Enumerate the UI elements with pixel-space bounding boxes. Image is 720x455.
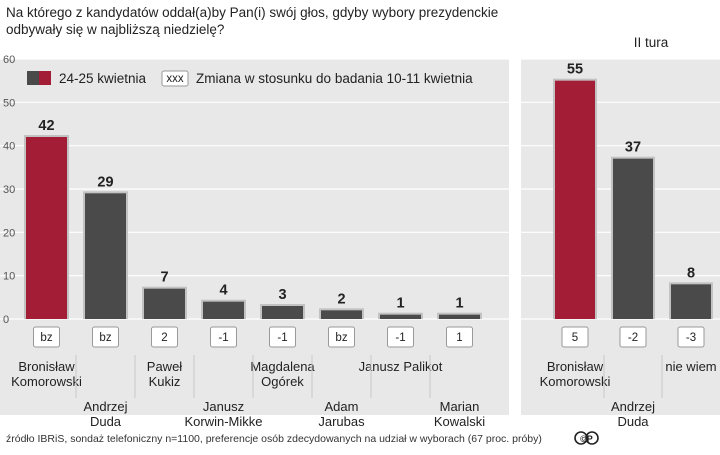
bar-value-label: 29 — [97, 174, 113, 190]
bar-value-label: 42 — [38, 118, 54, 134]
chart-title-line-2: odbywały się w najbliższą niedzielę? — [6, 22, 224, 37]
category-label: Janusz Palikot — [359, 359, 443, 374]
legend-swatch-highlight — [39, 71, 51, 85]
legend-change-box-text: xxx — [166, 73, 184, 85]
change-value: -1 — [218, 332, 228, 344]
change-value: bz — [335, 332, 347, 344]
bar — [555, 80, 595, 320]
category-label: nie wiem — [665, 359, 716, 374]
category-label: Marian — [440, 399, 480, 414]
round1-bars: 42bzBronisławKomorowski29bzAndrzejDuda72… — [11, 118, 485, 429]
category-label: Jarubas — [318, 414, 365, 429]
change-value: bz — [40, 332, 52, 344]
y-tick-label: 60 — [3, 54, 15, 66]
change-box — [92, 326, 119, 348]
round2-title: II tura — [634, 35, 669, 50]
category-label: Duda — [617, 414, 649, 429]
y-tick-label: 20 — [3, 227, 15, 239]
category-label: Andrzej — [611, 399, 655, 414]
bar — [262, 306, 303, 319]
change-value: bz — [99, 332, 111, 344]
bar — [321, 310, 362, 319]
change-value: -1 — [277, 332, 287, 344]
category-label: Bronisław — [547, 359, 604, 374]
change-value: 1 — [456, 332, 462, 344]
change-box — [269, 326, 296, 348]
category-label: Paweł — [147, 359, 183, 374]
change-value: 5 — [572, 332, 578, 344]
category-label: Adam — [325, 399, 359, 414]
category-label: Korwin-Mikke — [184, 414, 262, 429]
bar-value-label: 1 — [455, 296, 463, 312]
legend-background — [22, 67, 486, 91]
change-box — [677, 326, 705, 348]
copyright-logo-text: ©P — [580, 434, 593, 444]
bar — [439, 314, 480, 319]
legend-series-label: 24-25 kwietnia — [59, 71, 147, 86]
bar — [380, 314, 421, 319]
category-label: Kowalski — [434, 414, 485, 429]
bar-value-label: 7 — [160, 270, 168, 286]
change-box — [151, 326, 178, 348]
change-value: -3 — [686, 332, 696, 344]
label-dividers — [75, 355, 663, 398]
bar-value-label: 8 — [687, 265, 695, 281]
bar — [26, 137, 67, 319]
chart-legend: 24-25 kwietnia xxx Zmiana w stosunku do … — [22, 67, 486, 91]
category-label: Ogórek — [261, 374, 304, 389]
bar — [144, 288, 185, 319]
change-box — [33, 326, 60, 348]
change-box — [561, 326, 589, 348]
y-tick-label: 50 — [3, 97, 15, 109]
category-label: Kukiz — [149, 374, 181, 389]
bar-value-label: 55 — [567, 62, 583, 78]
change-box — [446, 326, 473, 348]
y-axis-ticks: 0 10 20 30 40 50 60 — [3, 54, 15, 326]
category-label: Janusz — [203, 399, 244, 414]
y-tick-label: 0 — [3, 314, 9, 326]
category-label: Magdalena — [250, 359, 315, 374]
y-tick-label: 10 — [3, 271, 15, 283]
bar — [613, 158, 653, 319]
bar-value-label: 1 — [396, 296, 404, 312]
change-value: -2 — [628, 332, 638, 344]
legend-swatch-dark — [27, 71, 39, 85]
change-value: -1 — [395, 332, 405, 344]
round2-bars: 555BronisławKomorowski37-2AndrzejDuda8-3… — [540, 62, 717, 429]
category-label: Komorowski — [11, 374, 82, 389]
change-box — [619, 326, 647, 348]
legend-change-label: Zmiana w stosunku do badania 10-11 kwiet… — [196, 71, 473, 86]
category-label: Komorowski — [540, 374, 611, 389]
copyright-logo: ©P — [574, 431, 599, 445]
category-label: Andrzej — [83, 399, 127, 414]
change-box — [210, 326, 237, 348]
bar-value-label: 2 — [337, 291, 345, 307]
chart-title-line-1: Na którego z kandydatów oddał(a)by Pan(i… — [6, 5, 498, 20]
bar-value-label: 3 — [278, 287, 286, 303]
category-label: Duda — [90, 414, 122, 429]
bar-value-label: 4 — [219, 283, 227, 299]
bar-value-label: 37 — [625, 140, 641, 156]
category-label: Bronisław — [18, 359, 75, 374]
change-box — [328, 326, 355, 348]
change-value: 2 — [161, 332, 167, 344]
y-tick-label: 40 — [3, 141, 15, 153]
legend-change-box — [161, 70, 189, 87]
source-note: źródło IBRiS, sondaż telefoniczny n=1100… — [6, 433, 542, 445]
change-box — [387, 326, 414, 348]
bar — [203, 301, 244, 319]
bar — [85, 193, 126, 319]
bar — [671, 284, 711, 319]
y-tick-label: 30 — [3, 184, 15, 196]
